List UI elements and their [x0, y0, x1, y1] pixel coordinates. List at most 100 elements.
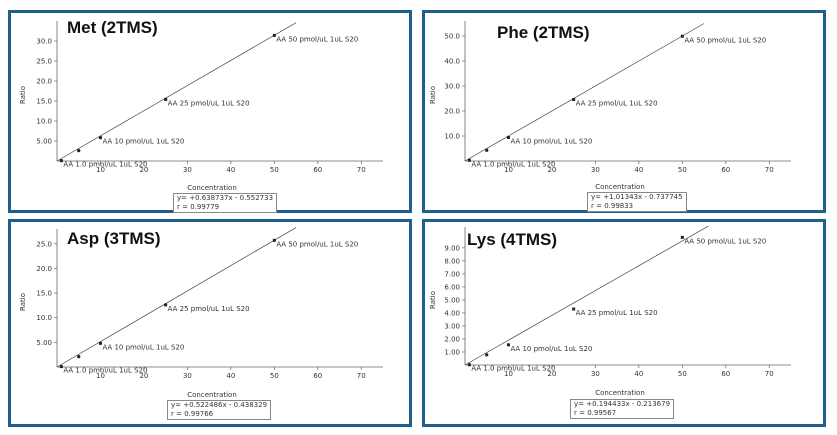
- data-point-label: AA 50 pmol/uL 1uL S20: [276, 240, 358, 248]
- x-tick-label: 70: [357, 372, 366, 380]
- chart-svg: 10 20 30 40 50 60 70 5.00 10.0 15.0 20.0 25.0 Concen…: [19, 227, 383, 399]
- x-tick-label: 50: [270, 166, 279, 174]
- fit-equation-box: y= +0.638737x - 0.552733 r = 0.99779: [173, 193, 278, 213]
- x-tick-label: 40: [634, 370, 643, 378]
- x-tick-label: 20: [139, 372, 148, 380]
- data-point: [164, 303, 168, 307]
- y-tick-label: 8.00: [444, 257, 460, 265]
- chart-svg: 10 20 30 40 50 60 70 1.00 2.00 3.00 4.00 5.00 6.00 7.…: [429, 225, 791, 397]
- x-tick-label: 60: [313, 372, 322, 380]
- fit-equation-box: y= +0.194433x - 0.213679 r = 0.99567: [570, 399, 675, 419]
- x-tick-label: 30: [591, 370, 600, 378]
- chart-panel-asp: Asp (3TMS) 10 20 30 40 50 60 70 5.00 10.0 15.0 20.…: [8, 219, 412, 427]
- x-tick-label: 20: [547, 166, 556, 174]
- y-tick-label: 1.00: [444, 348, 460, 356]
- x-tick-label: 50: [270, 372, 279, 380]
- data-point: [485, 353, 489, 357]
- data-point-label: AA 1.0 pmol/uL 1uL S20: [471, 160, 555, 168]
- x-tick-label: 50: [678, 370, 687, 378]
- chart-svg: 10 20 30 40 50 60 70 10.0 20.0 30.0 40.0 50.0 Concen…: [429, 21, 791, 191]
- chart-title: Asp (3TMS): [67, 229, 161, 248]
- x-tick-label: 30: [591, 166, 600, 174]
- x-tick-label: 70: [357, 166, 366, 174]
- y-tick-label: 50.0: [444, 33, 460, 41]
- regression-line: [464, 23, 705, 162]
- x-tick-label: 10: [96, 166, 105, 174]
- data-point: [506, 136, 510, 139]
- chart-title: Phe (2TMS): [497, 23, 590, 42]
- x-axis-label: Concentration: [187, 184, 237, 192]
- fit-equation: y= +0.194433x - 0.213679: [574, 400, 671, 408]
- data-point-label: AA 25 pmol/uL 1uL S20: [168, 305, 250, 313]
- x-tick-label: 40: [226, 166, 235, 174]
- x-tick-label: 70: [765, 166, 774, 174]
- y-axis-label: Ratio: [429, 291, 437, 309]
- data-point-label: AA 1.0 pmol/uL 1uL S20: [63, 161, 147, 169]
- data-point: [59, 365, 63, 369]
- x-axis-label: Concentration: [595, 389, 645, 397]
- data-point-label: AA 10 pmol/uL 1uL S20: [510, 345, 592, 353]
- data-point-label: AA 1.0 pmol/uL 1uL S20: [63, 367, 147, 375]
- chart-svg: 10 20 30 40 50 60 70 5.00 10.0 15.0 20.0 25.0 30.0 Co…: [19, 21, 383, 192]
- fit-equation: y= +0.638737x - 0.552733: [177, 194, 274, 202]
- data-point-label: AA 10 pmol/uL 1uL S20: [102, 138, 184, 146]
- y-tick-label: 10.0: [36, 314, 52, 322]
- data-point-label: AA 50 pmol/uL 1uL S20: [276, 35, 358, 43]
- y-tick-label: 40.0: [444, 58, 460, 66]
- y-axis-label: Ratio: [19, 293, 27, 311]
- data-point: [59, 159, 63, 163]
- y-tick-label: 30.0: [444, 83, 460, 91]
- data-point: [680, 235, 684, 239]
- fit-equation: y= +0.522486x - 0.438329: [171, 401, 268, 409]
- y-tick-label: 25.0: [36, 240, 52, 248]
- y-tick-label: 6.00: [444, 283, 460, 291]
- chart-panel-met: Met (2TMS) 10 20 30 40 50 60 70 5.00 10.0 15.0 20.…: [8, 10, 412, 213]
- x-tick-label: 20: [547, 370, 556, 378]
- fit-r-value: r = 0.99833: [591, 202, 634, 210]
- x-tick-label: 40: [226, 372, 235, 380]
- data-point-label: AA 50 pmol/uL 1uL S20: [684, 237, 766, 245]
- y-tick-label: 15.0: [36, 290, 52, 298]
- y-tick-label: 25.0: [36, 58, 52, 66]
- fit-equation-box: y= +0.522486x - 0.438329 r = 0.99766: [167, 400, 272, 420]
- data-point-label: AA 25 pmol/uL 1uL S20: [576, 309, 658, 317]
- data-point: [467, 158, 471, 162]
- data-point: [272, 238, 276, 242]
- fit-r-value: r = 0.99766: [171, 410, 214, 418]
- y-tick-label: 5.00: [36, 339, 52, 347]
- y-axis-label: Ratio: [429, 86, 437, 104]
- x-tick-label: 60: [721, 166, 730, 174]
- data-point: [467, 363, 471, 367]
- data-point: [272, 33, 276, 37]
- data-point: [572, 98, 576, 101]
- x-tick-label: 10: [504, 166, 513, 174]
- data-point: [164, 97, 168, 101]
- fit-equation: y= +1.01343x - 0.737745: [591, 193, 683, 201]
- regression-line: [464, 225, 709, 366]
- y-tick-label: 10.0: [36, 118, 52, 126]
- data-point-label: AA 10 pmol/uL 1uL S20: [510, 138, 592, 146]
- fit-r-value: r = 0.99567: [574, 409, 617, 417]
- chart-panel-phe: Phe (2TMS) 10 20 30 40 50 60 70 10.0 20.0 30.0 40.…: [422, 10, 826, 213]
- data-point-label: AA 25 pmol/uL 1uL S20: [576, 100, 658, 108]
- data-point: [506, 343, 510, 347]
- x-tick-label: 30: [183, 166, 192, 174]
- regression-line: [56, 227, 297, 368]
- x-tick-label: 10: [96, 372, 105, 380]
- y-tick-label: 20.0: [444, 108, 460, 116]
- x-tick-label: 20: [139, 166, 148, 174]
- y-tick-label: 5.00: [444, 296, 460, 304]
- x-tick-label: 60: [313, 166, 322, 174]
- data-point-label: AA 25 pmol/uL 1uL S20: [168, 99, 250, 107]
- y-tick-label: 10.0: [444, 133, 460, 141]
- data-point: [77, 149, 81, 153]
- x-tick-label: 60: [721, 370, 730, 378]
- fit-equation-box: y= +1.01343x - 0.737745 r = 0.99833: [587, 192, 687, 212]
- chart-title: Lys (4TMS): [467, 230, 558, 249]
- y-tick-label: 7.00: [444, 270, 460, 278]
- y-tick-label: 5.00: [36, 138, 52, 146]
- x-tick-label: 10: [504, 370, 513, 378]
- data-point: [98, 136, 102, 140]
- y-tick-label: 15.0: [36, 98, 52, 106]
- chart-panel-lys: Lys (4TMS) 10 20 30 40 50 60 70 1.00 2.00 3.00 4.0…: [422, 219, 826, 427]
